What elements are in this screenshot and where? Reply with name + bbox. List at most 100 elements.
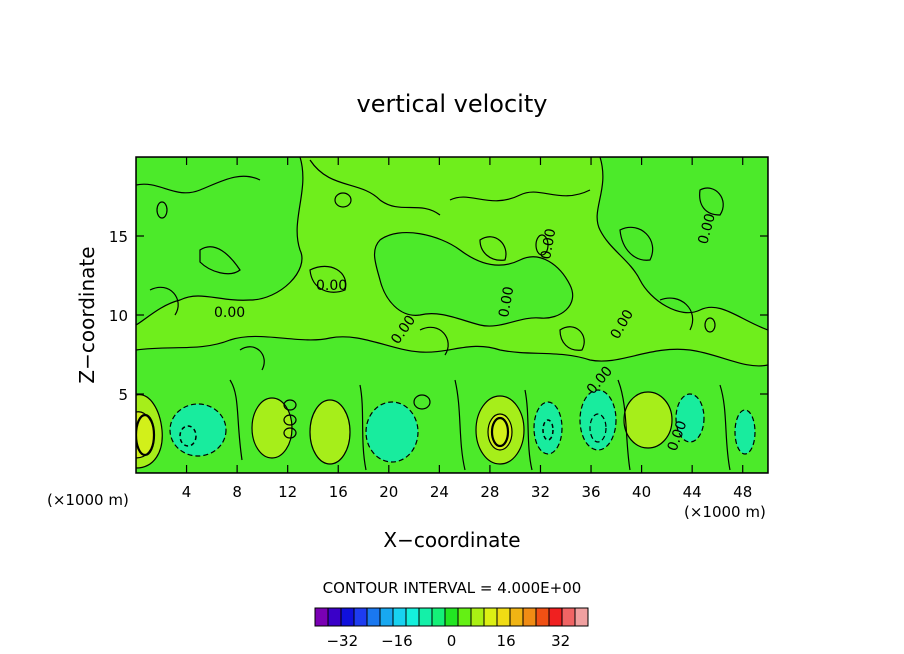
colorbar-swatch [327, 607, 342, 627]
contour-line [199, 246, 241, 275]
y-tick-label: 5 [118, 386, 128, 404]
contour-line [359, 384, 367, 471]
contour-ring [179, 425, 197, 447]
colorbar-swatch [353, 607, 368, 627]
contour-label: 0.00 [695, 212, 719, 246]
contour-ring [156, 201, 168, 219]
contour-ring [283, 414, 297, 426]
x-tick-label: 16 [329, 483, 348, 501]
contour-line [524, 389, 533, 471]
contour-line [559, 326, 585, 351]
contour-ring [704, 317, 716, 333]
small-contours [136, 159, 731, 471]
colorbar-swatch [366, 607, 381, 627]
colorbar-swatch [340, 607, 355, 627]
x-unit-left: (×1000 m) [47, 491, 129, 509]
positive-cell [251, 397, 293, 459]
negative-cell [579, 389, 617, 451]
contour-ring [413, 394, 431, 410]
x-unit-right: (×1000 m) [684, 503, 766, 521]
contour-ring [490, 416, 510, 448]
colorbar-swatch [314, 607, 329, 627]
contour-ring [542, 419, 554, 441]
colorbar-swatch [392, 607, 407, 627]
x-tick-label: 28 [480, 483, 499, 501]
colorbar-tick-label: −16 [381, 632, 413, 650]
contour-ring [334, 192, 352, 208]
contour-line [309, 159, 441, 216]
region-left-upper [136, 157, 304, 326]
x-tick-label: 8 [232, 483, 242, 501]
negative-cells [169, 389, 756, 463]
colorbar-swatch [457, 607, 472, 627]
negative-cell [365, 401, 419, 463]
contour-line [619, 226, 654, 261]
chart-title: vertical velocity [357, 90, 548, 118]
colorbar-swatch [535, 607, 550, 627]
x-tick-label: 24 [430, 483, 449, 501]
contour-line [419, 326, 449, 356]
contour-line [617, 379, 631, 471]
contour-line [719, 384, 731, 471]
contour-interval-label: CONTOUR INTERVAL = 4.000E+00 [323, 579, 582, 597]
x-tick-label: 40 [632, 483, 651, 501]
colorbar-swatch [561, 607, 576, 627]
contour-label: 0.00 [316, 278, 347, 294]
region-center-mid [373, 232, 574, 327]
x-tick-label: 48 [733, 483, 752, 501]
x-tick-label: 4 [182, 483, 192, 501]
colorbar-swatch [470, 607, 485, 627]
colorbar-swatch [574, 607, 589, 627]
contour-ring [535, 234, 549, 256]
positive-cells [136, 391, 673, 469]
negative-cell [734, 409, 756, 455]
contour-line [454, 379, 466, 471]
contour-line [479, 236, 507, 261]
colorbar-tick-label: 16 [497, 632, 516, 650]
x-tick-label: 44 [683, 483, 702, 501]
contour-ring [283, 399, 297, 411]
contour-line [659, 297, 694, 331]
region-lower-band [136, 335, 768, 473]
x-axis-ticks: 4 8 12 16 20 24 28 32 36 40 44 48 [182, 157, 752, 501]
y-axis-label: Z−coordinate [75, 246, 99, 383]
contour-ring [283, 427, 297, 439]
contour-line [136, 175, 261, 194]
contour-label: 0.00 [538, 227, 559, 260]
contour-label: 0.00 [214, 305, 245, 321]
colorbar-swatch [444, 607, 459, 627]
inner-contours [136, 413, 554, 457]
negative-cell [589, 413, 607, 443]
positive-cell [309, 399, 351, 465]
x-tick-label: 36 [581, 483, 600, 501]
colorbar-tick-label: 0 [447, 632, 457, 650]
negative-cell [533, 401, 563, 455]
x-tick-label: 12 [278, 483, 297, 501]
negative-cell [675, 393, 705, 443]
positive-cell [623, 391, 673, 449]
colorbar-swatch [522, 607, 537, 627]
colorbar-swatch [418, 607, 433, 627]
x-tick-label: 20 [379, 483, 398, 501]
negative-cell [169, 403, 227, 457]
colorbar-tick-label: 32 [551, 632, 570, 650]
x-tick-label: 32 [531, 483, 550, 501]
contour-label: 0.00 [496, 285, 517, 318]
y-axis-ticks: 5 10 15 [109, 228, 768, 404]
plot-area: 0.00 0.00 0.00 0.00 0.00 0.00 0.00 0.00 … [136, 157, 768, 473]
colorbar-tick-labels: −32 −16 0 16 32 [326, 632, 570, 650]
contour-line [239, 346, 265, 371]
colorbar-swatch [548, 607, 563, 627]
contour-ring [136, 413, 156, 457]
contour-line [229, 379, 243, 461]
colorbar-swatch [431, 607, 446, 627]
colorbar-swatch [379, 607, 394, 627]
contour-line [699, 187, 724, 216]
colorbar [314, 607, 589, 627]
y-tick-label: 10 [109, 307, 128, 325]
region-right-upper [596, 157, 768, 331]
y-tick-label: 15 [109, 228, 128, 246]
contour-line [149, 286, 179, 316]
contour-line [449, 189, 591, 202]
